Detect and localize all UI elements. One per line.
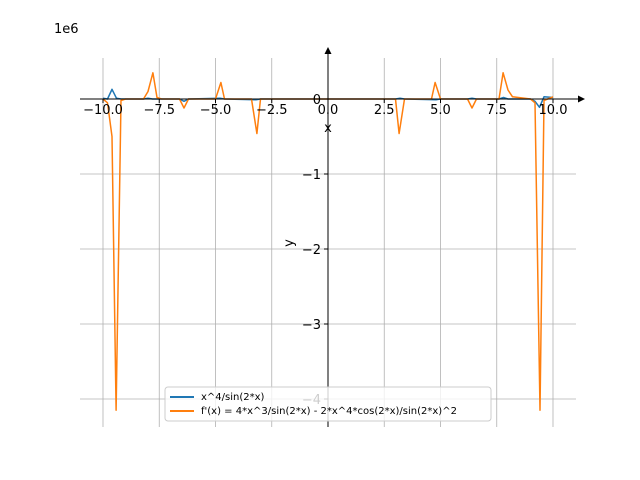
- x-tick-label: −7.5: [143, 103, 175, 118]
- x-tick-label: 10.0: [539, 103, 568, 118]
- x-tick-label: 2.5: [374, 103, 395, 118]
- axes: [80, 47, 585, 427]
- y-tick-label: −3: [302, 318, 321, 333]
- legend: x^4/sin(2*x) f'(x) = 4*x^3/sin(2*x) - 2*…: [164, 386, 492, 422]
- y-scale-label: 1e6: [54, 22, 79, 37]
- x-tick-label: 7.5: [486, 103, 507, 118]
- y-axis-label: y: [282, 239, 297, 247]
- y-axis-arrow-icon: [324, 47, 332, 54]
- legend-label-1: f'(x) = 4*x^3/sin(2*x) - 2*x^4*cos(2*x)/…: [201, 406, 457, 417]
- legend-box: [164, 386, 492, 422]
- x-tick-label: −10.0: [83, 103, 123, 118]
- y-tick-label: −2: [302, 243, 321, 258]
- tick-labels: −10.0 −7.5 −5.0 −2.5 0.0 2.5 5.0 7.5 10.0 0 −1 −2 −3…: [83, 93, 567, 408]
- x-tick-label: 5.0: [430, 103, 451, 118]
- x-tick-label: 0.0: [318, 103, 339, 118]
- y-tick-label: 0: [313, 93, 321, 108]
- x-axis-arrow-icon: [578, 95, 585, 103]
- legend-label-0: x^4/sin(2*x): [201, 392, 265, 403]
- x-tick-label: −5.0: [200, 103, 232, 118]
- y-tick-label: −1: [302, 168, 321, 183]
- x-tick-label: −2.5: [256, 103, 288, 118]
- x-axis-label: x: [324, 121, 332, 136]
